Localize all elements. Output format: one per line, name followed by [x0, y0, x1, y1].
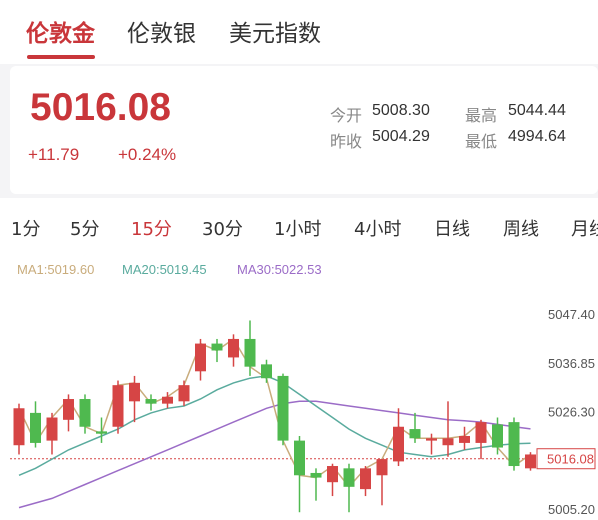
- high-value: 5044.44: [508, 102, 566, 119]
- market-tabs: 伦敦金 伦敦银 美元指数: [0, 0, 598, 64]
- price-tick-label: 5005.20: [548, 502, 595, 517]
- prev-close-label: 昨收: [330, 132, 363, 151]
- price-change-percent: +0.24%: [118, 145, 177, 164]
- candle-body: [46, 417, 58, 441]
- candle-body: [525, 454, 536, 469]
- chart-panel: 1分 5分 15分 30分 1小时 4小时 日线 周线 月线 MA1:5019.…: [0, 198, 598, 520]
- candle-body: [211, 343, 223, 351]
- candle-body: [360, 468, 371, 490]
- current-price: 5016.08: [30, 86, 171, 129]
- period-weekly[interactable]: 周线: [503, 219, 539, 240]
- period-1hour[interactable]: 1小时: [274, 219, 322, 240]
- candlestick-chart[interactable]: 5047.40 5036.85 5026.30 5005.20 5016.08: [0, 198, 598, 520]
- candle-body: [244, 338, 256, 367]
- candle-body: [63, 399, 74, 420]
- candle-body: [261, 364, 272, 379]
- candle-body: [195, 343, 206, 372]
- candle-body: [96, 431, 107, 434]
- low-value: 4994.64: [508, 128, 566, 145]
- ma1-line: [18, 337, 531, 488]
- candle-body: [475, 422, 487, 443]
- candle-body: [228, 338, 239, 358]
- candle-body: [376, 459, 388, 476]
- candle-body: [129, 382, 140, 402]
- candle-body: [426, 438, 437, 441]
- candle-body: [409, 429, 421, 439]
- candle-body: [79, 399, 91, 427]
- candle-body: [13, 408, 25, 446]
- period-1min[interactable]: 1分: [11, 219, 41, 240]
- ma20-line: [18, 375, 531, 476]
- low-label: 最低: [465, 132, 498, 151]
- candle-body: [442, 438, 454, 446]
- candle-body: [277, 375, 289, 441]
- period-4hour[interactable]: 4小时: [354, 219, 402, 240]
- period-30min[interactable]: 30分: [202, 219, 243, 240]
- candle-body: [508, 422, 520, 467]
- candle-body: [327, 466, 338, 483]
- candle-body: [343, 468, 355, 487]
- candle-body: [30, 412, 41, 443]
- tab-london-gold[interactable]: 伦敦金: [26, 21, 95, 47]
- candle-body: [393, 426, 404, 462]
- prev-close-value: 5004.29: [372, 128, 430, 145]
- candle-body: [294, 440, 305, 476]
- period-5min[interactable]: 5分: [70, 219, 100, 240]
- candle-body: [310, 472, 322, 478]
- price-change: +11.79: [28, 145, 80, 164]
- price-tick-label: 5047.40: [548, 307, 595, 322]
- open-label: 今开: [330, 106, 363, 125]
- candle-body: [459, 435, 470, 443]
- candle-body: [162, 396, 173, 404]
- candle-body: [178, 385, 190, 402]
- active-tab-indicator: [27, 55, 95, 59]
- price-tick-label: 5026.30: [548, 405, 595, 420]
- period-daily[interactable]: 日线: [434, 219, 470, 240]
- quote-card: 5016.08 +11.79 +0.24% 今开 5008.30 最高 5044…: [10, 66, 598, 194]
- current-price-tag-label: 5016.08: [547, 452, 594, 467]
- ma1-readout: MA1:5019.60: [17, 262, 95, 277]
- tab-london-silver[interactable]: 伦敦银: [127, 21, 196, 47]
- period-monthly[interactable]: 月线: [571, 219, 598, 240]
- period-15min[interactable]: 15分: [131, 219, 172, 240]
- ma20-readout: MA20:5019.45: [122, 262, 207, 277]
- candle-body: [492, 424, 503, 448]
- open-value: 5008.30: [372, 102, 430, 119]
- high-label: 最高: [465, 106, 498, 125]
- price-tick-label: 5036.85: [548, 356, 595, 371]
- ma30-readout: MA30:5022.53: [237, 262, 322, 277]
- candle-body: [112, 385, 124, 427]
- ma30-line: [18, 400, 531, 509]
- candle-body: [145, 399, 157, 404]
- tab-dollar-index[interactable]: 美元指数: [229, 21, 321, 47]
- current-price-tag: [536, 448, 596, 470]
